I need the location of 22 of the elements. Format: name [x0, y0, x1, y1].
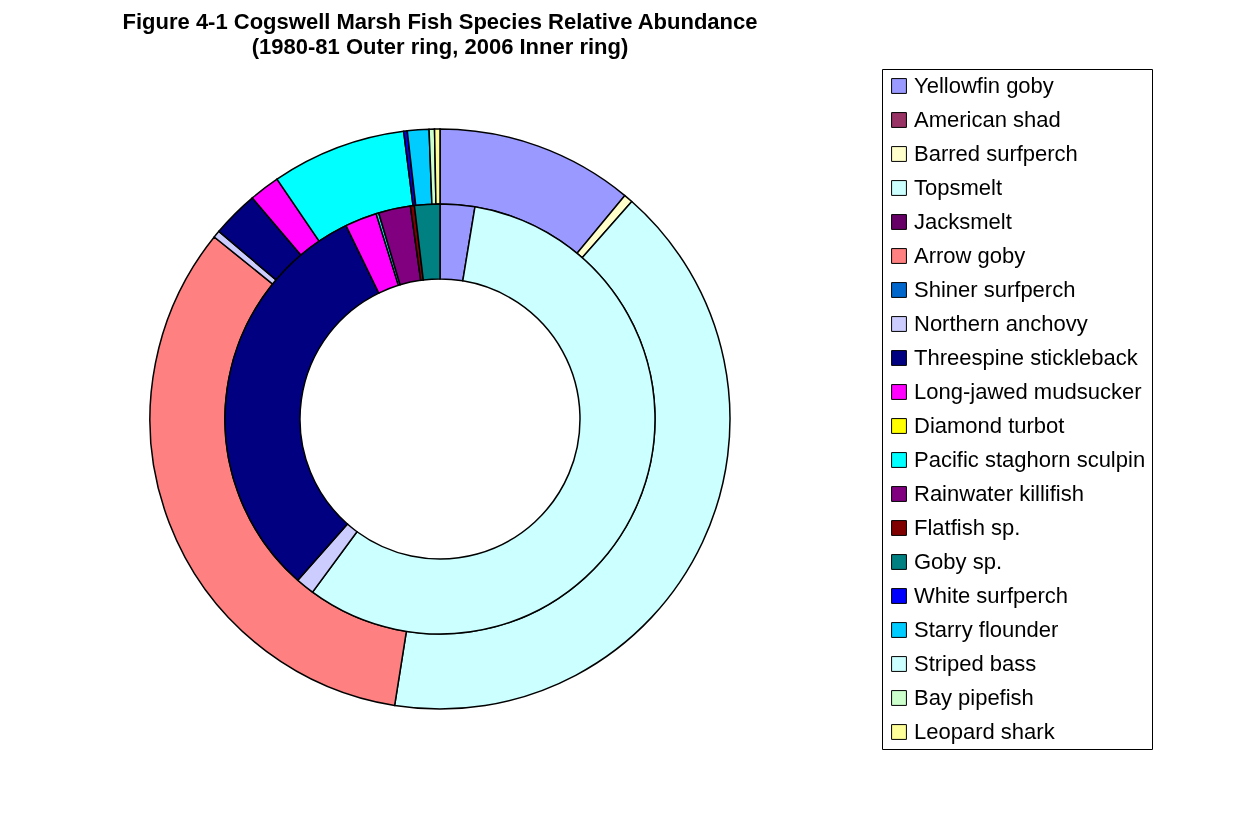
- legend-label: Diamond turbot: [914, 413, 1065, 438]
- legend-label: Threespine stickleback: [914, 345, 1139, 370]
- legend-label: Starry flounder: [914, 617, 1059, 642]
- legend-label: Rainwater killifish: [914, 481, 1084, 506]
- legend-label: Long-jawed mudsucker: [914, 379, 1142, 404]
- chart-subtitle: (1980-81 Outer ring, 2006 Inner ring): [251, 33, 629, 59]
- legend-label: Shiner surfperch: [914, 277, 1076, 302]
- legend-label: Arrow goby: [914, 243, 1026, 268]
- legend-label: American shad: [914, 107, 1061, 132]
- legend-label: Striped bass: [914, 651, 1037, 676]
- legend-label: Yellowfin goby: [914, 73, 1054, 98]
- legend-label: Pacific staghorn sculpin: [914, 447, 1146, 472]
- legend-label: Barred surfperch: [914, 141, 1078, 166]
- legend-label: Northern anchovy: [914, 311, 1088, 336]
- legend-label: Topsmelt: [914, 175, 1003, 200]
- legend-label: White surfperch: [914, 583, 1069, 608]
- legend-label: Bay pipefish: [914, 685, 1034, 710]
- legend-label: Leopard shark: [914, 719, 1056, 744]
- chart-title: Figure 4-1 Cogswell Marsh Fish Species Relative Abundance: [122, 8, 758, 34]
- legend-label: Jacksmelt: [914, 209, 1012, 234]
- legend-label: Goby sp.: [914, 549, 1003, 574]
- legend-label: Flatfish sp.: [914, 515, 1021, 540]
